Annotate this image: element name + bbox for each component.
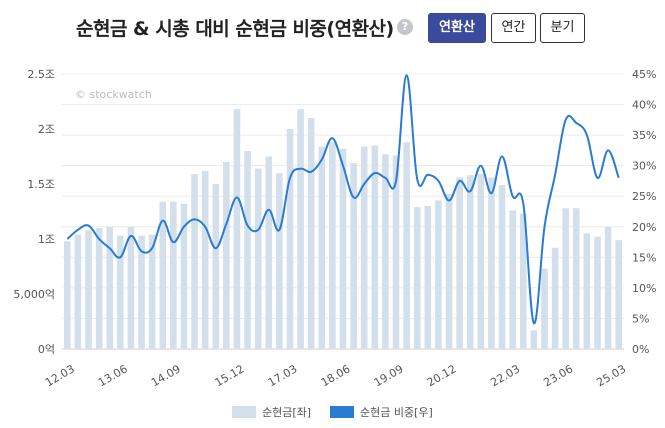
bar[interactable] <box>329 142 336 349</box>
ratio-line[interactable] <box>66 74 620 325</box>
bar[interactable] <box>276 173 283 349</box>
bar[interactable] <box>244 151 251 349</box>
bar[interactable] <box>604 226 612 349</box>
chart-title: 순현금 & 시총 대비 순현금 비중(연환산) <box>76 18 394 40</box>
legend-bar-label: 순현금[좌] <box>262 406 311 419</box>
bar[interactable] <box>413 207 421 349</box>
x-axis-tick-label: 23.06 <box>541 362 575 389</box>
tab-annual[interactable]: 연간 <box>491 13 536 43</box>
bar[interactable] <box>456 177 463 349</box>
bar[interactable] <box>466 175 474 349</box>
legend-bar-swatch <box>232 406 256 418</box>
watermark: © stockwatch <box>75 88 152 101</box>
bar[interactable] <box>148 234 156 349</box>
bar[interactable] <box>138 235 145 349</box>
bar[interactable] <box>350 163 357 349</box>
bar[interactable] <box>64 241 71 349</box>
x-axis-tick-label: 25.03 <box>594 362 628 389</box>
bar[interactable] <box>307 118 315 349</box>
bar-series <box>64 109 622 349</box>
legend: 순현금[좌] 순현금 비중[우] <box>232 406 433 419</box>
bar[interactable] <box>95 228 103 349</box>
bar[interactable] <box>339 148 347 349</box>
right-axis-tick-label: 30% <box>632 160 656 173</box>
bar[interactable] <box>170 201 177 349</box>
bar[interactable] <box>318 146 326 349</box>
bar[interactable] <box>572 208 580 349</box>
right-axis-tick-label: 10% <box>632 282 656 295</box>
bar[interactable] <box>551 247 559 349</box>
bar[interactable] <box>212 184 220 349</box>
x-axis-tick-label: 20.12 <box>425 362 459 389</box>
x-axis-tick-label: 12.03 <box>43 362 77 389</box>
bar[interactable] <box>382 154 389 349</box>
left-axis-tick-label: 1조 <box>38 233 55 246</box>
right-axis-tick-label: 5% <box>632 312 649 325</box>
tab-annualized[interactable]: 연환산 <box>428 13 486 43</box>
bar[interactable] <box>74 234 82 349</box>
bar[interactable] <box>254 168 262 349</box>
bar[interactable] <box>201 170 209 349</box>
bar[interactable] <box>530 330 538 349</box>
left-axis-tick-label: 0억 <box>38 343 55 356</box>
bar[interactable] <box>583 233 591 350</box>
bar[interactable] <box>392 155 400 349</box>
x-axis-tick-label: 22.03 <box>488 362 522 389</box>
left-axis-tick-label: 2.5조 <box>27 68 55 81</box>
bar[interactable] <box>509 210 516 349</box>
right-axis-tick-label: 45% <box>632 68 656 81</box>
right-axis-tick-label: 0% <box>632 343 649 356</box>
bar[interactable] <box>435 200 442 350</box>
bar[interactable] <box>488 177 495 349</box>
left-axis-tick-label: 2조 <box>38 123 55 136</box>
x-axis-tick-label: 18.06 <box>319 362 353 389</box>
bar[interactable] <box>297 109 304 349</box>
right-axis-tick-label: 25% <box>632 190 656 203</box>
bar[interactable] <box>180 203 188 349</box>
bar[interactable] <box>594 236 601 349</box>
bar[interactable] <box>286 129 294 349</box>
chart-header: 순현금 & 시총 대비 순현금 비중(연환산) ? 연환산 연간 분기 <box>0 0 665 60</box>
legend-line-label: 순현금 비중[우] <box>360 406 433 419</box>
right-axis-tick-label: 15% <box>632 251 656 264</box>
bar[interactable] <box>477 174 485 349</box>
x-axis-tick-label: 19.09 <box>372 362 406 389</box>
bar[interactable] <box>424 206 432 349</box>
bar[interactable] <box>562 208 569 349</box>
bar[interactable] <box>541 268 548 349</box>
x-axis-tick-label: 15.12 <box>213 362 247 389</box>
bar[interactable] <box>265 156 273 350</box>
legend-line-swatch <box>330 406 354 418</box>
line-series <box>66 74 620 325</box>
question-circle-icon[interactable]: ? <box>397 19 413 35</box>
bar[interactable] <box>360 146 368 349</box>
bar[interactable] <box>127 226 135 349</box>
tab-quarterly[interactable]: 분기 <box>540 13 585 43</box>
bar[interactable] <box>498 185 506 349</box>
left-axis-tick-label: 5,000억 <box>13 288 55 301</box>
bar[interactable] <box>403 142 410 349</box>
x-axis-tick-label: 14.09 <box>149 362 183 389</box>
bar[interactable] <box>445 193 453 349</box>
right-axis-tick-label: 20% <box>632 221 656 234</box>
right-axis-tick-label: 40% <box>632 99 656 112</box>
right-axis-tick-label: 35% <box>632 129 656 142</box>
bar[interactable] <box>223 162 230 349</box>
bar[interactable] <box>106 226 114 349</box>
bar[interactable] <box>615 240 622 349</box>
x-axis-tick-label: 17.03 <box>266 362 300 389</box>
bar[interactable] <box>233 109 241 349</box>
bar[interactable] <box>519 213 527 349</box>
bar[interactable] <box>371 145 379 350</box>
left-axis-tick-label: 1.5조 <box>27 178 55 191</box>
bar[interactable] <box>159 201 167 349</box>
bar[interactable] <box>85 230 92 349</box>
x-axis-tick-label: 13.06 <box>96 362 130 389</box>
bar[interactable] <box>117 235 124 349</box>
bar[interactable] <box>191 174 198 349</box>
